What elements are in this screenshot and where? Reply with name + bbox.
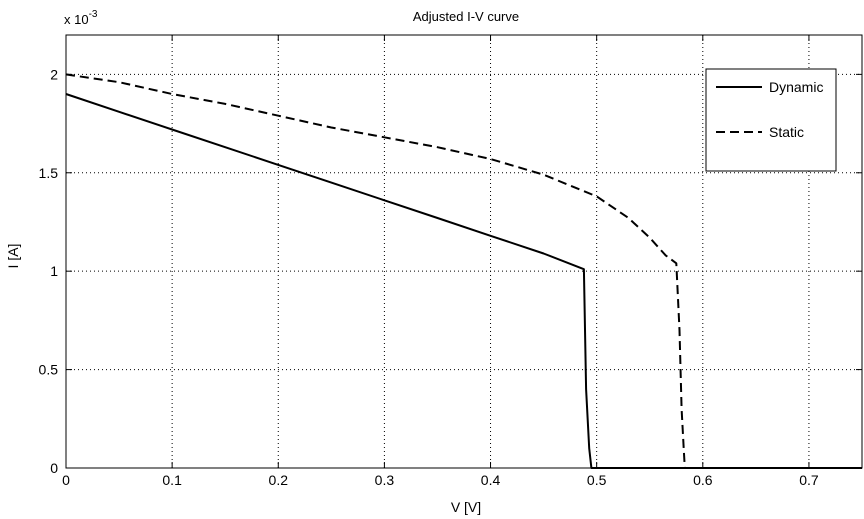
y-exponent-power: -3 xyxy=(89,9,98,20)
x-tick-label: 0.2 xyxy=(269,472,289,488)
legend-label-dynamic: Dynamic xyxy=(769,79,823,95)
y-tick-label: 0.5 xyxy=(39,362,59,378)
x-tick-label: 0 xyxy=(62,472,70,488)
x-tick-label: 0.1 xyxy=(162,472,182,488)
series-line-static xyxy=(65,73,862,469)
x-tick-label: 0.3 xyxy=(375,472,395,488)
x-tick-label: 0.6 xyxy=(693,472,713,488)
tick-marks xyxy=(65,35,862,469)
y-tick-label: 0 xyxy=(50,460,58,476)
y-axis-label: I [A] xyxy=(5,244,21,269)
series-lines xyxy=(65,73,862,469)
x-tick-label: 0.7 xyxy=(799,472,819,488)
y-tick-label: 1 xyxy=(50,263,58,279)
x-tick-labels: 0 0.1 0.2 0.3 0.4 0.5 0.6 0.7 xyxy=(62,472,819,488)
series-line-dynamic xyxy=(65,93,862,469)
chart-title: Adjusted I-V curve xyxy=(413,9,519,24)
y-exponent-base: x 10 xyxy=(64,12,89,27)
x-tick-label: 0.5 xyxy=(587,472,607,488)
y-tick-labels: 0 0.5 1 1.5 2 xyxy=(39,66,59,476)
x-axis-label: V [V] xyxy=(451,499,481,515)
y-tick-label: 1.5 xyxy=(39,165,59,181)
y-tick-label: 2 xyxy=(50,66,58,82)
x-tick-label: 0.4 xyxy=(481,472,501,488)
plot-frame xyxy=(65,34,863,469)
legend: Dynamic Static xyxy=(705,68,837,172)
y-exponent-label: x 10-3 xyxy=(64,9,98,27)
legend-label-static: Static xyxy=(769,124,804,140)
